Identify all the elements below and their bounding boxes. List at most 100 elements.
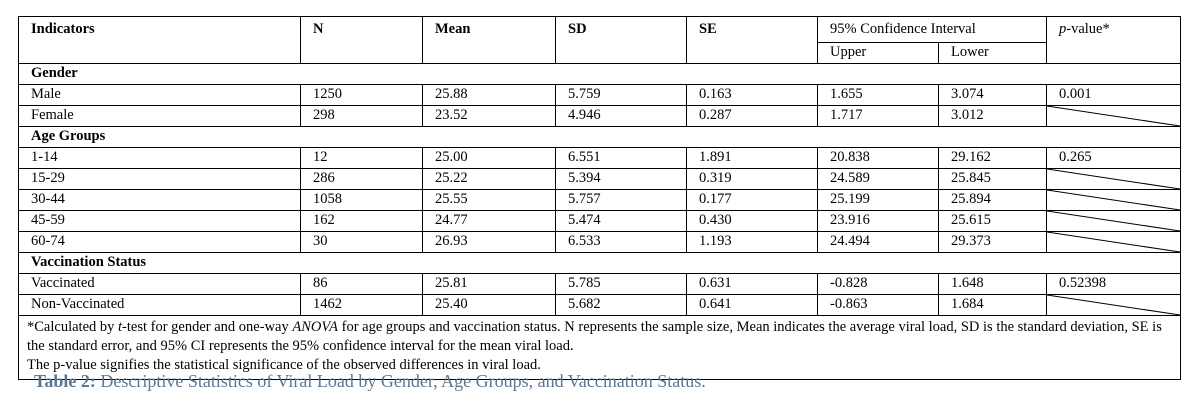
cell-lower: 3.012 xyxy=(937,105,1048,127)
group-row: Gender xyxy=(17,63,1182,85)
group-title: Age Groups xyxy=(17,126,1182,148)
footnote-row: *Calculated by t-test for gender and one… xyxy=(17,315,1182,380)
group-row: Vaccination Status xyxy=(17,252,1182,274)
cell-mean: 25.22 xyxy=(422,168,556,190)
header-indicators: Indicators xyxy=(18,16,301,64)
diagonal-slash xyxy=(1047,106,1180,126)
cell-se: 1.891 xyxy=(686,147,818,169)
cell-se: 0.177 xyxy=(686,189,818,211)
cell-label: Vaccinated xyxy=(18,273,301,295)
cell-sd: 5.474 xyxy=(555,210,687,232)
cell-sd: 6.551 xyxy=(555,147,687,169)
statistics-table: Indicators N Mean SD SE 95% Confidence I… xyxy=(17,16,1182,380)
cell-sd: 5.785 xyxy=(555,273,687,295)
cell-p-value: 0.265 xyxy=(1046,147,1182,169)
header-ci: 95% Confidence Interval xyxy=(816,16,1048,43)
cell-lower: 25.845 xyxy=(937,168,1048,190)
cell-upper: 1.717 xyxy=(817,105,939,127)
cell-label: Female xyxy=(18,105,301,127)
footnote-t: t xyxy=(118,319,123,335)
cell-p-value-empty xyxy=(1046,231,1182,253)
cell-lower: 29.373 xyxy=(937,231,1048,253)
cell-n: 1058 xyxy=(300,189,423,211)
header-lower: Lower xyxy=(937,42,1048,64)
cell-n: 30 xyxy=(300,231,423,253)
cell-sd: 5.759 xyxy=(555,84,687,106)
cell-label: 45-59 xyxy=(18,210,301,232)
header-row: Indicators N Mean SD SE 95% Confidence I… xyxy=(18,16,1182,64)
cell-mean: 23.52 xyxy=(422,105,556,127)
cell-se: 0.319 xyxy=(686,168,818,190)
statistics-table-container: Indicators N Mean SD SE 95% Confidence I… xyxy=(17,16,1182,380)
table-row: Non-Vaccinated 1462 25.40 5.682 0.641 -0.863 1… xyxy=(18,294,1182,316)
diagonal-slash xyxy=(1047,190,1180,210)
cell-mean: 25.00 xyxy=(422,147,556,169)
caption-text: Descriptive Statistics of Viral Load by … xyxy=(95,371,706,391)
cell-mean: 25.88 xyxy=(422,84,556,106)
cell-label: 15-29 xyxy=(18,168,301,190)
table-row: Male 1250 25.88 5.759 0.163 1.655 3.074 0.001 xyxy=(18,84,1182,106)
cell-mean: 25.55 xyxy=(422,189,556,211)
cell-n: 298 xyxy=(300,105,423,127)
cell-n: 1250 xyxy=(300,84,423,106)
cell-sd: 6.533 xyxy=(555,231,687,253)
group-row: Age Groups xyxy=(17,126,1182,148)
cell-mean: 26.93 xyxy=(422,231,556,253)
cell-p-value-empty xyxy=(1046,189,1182,211)
cell-lower: 1.648 xyxy=(937,273,1048,295)
cell-upper: -0.828 xyxy=(817,273,939,295)
footnote-part2: -test for gender and one-way xyxy=(122,319,293,335)
cell-p-value-empty xyxy=(1046,105,1182,127)
cell-n: 286 xyxy=(300,168,423,190)
cell-se: 0.163 xyxy=(686,84,818,106)
header-upper: Upper xyxy=(817,42,939,64)
diagonal-slash xyxy=(1047,295,1180,315)
cell-lower: 29.162 xyxy=(937,147,1048,169)
cell-n: 86 xyxy=(300,273,423,295)
header-n: N xyxy=(300,16,423,64)
caption-label: Table 2: xyxy=(34,371,96,391)
cell-mean: 25.40 xyxy=(422,294,556,316)
cell-se: 0.287 xyxy=(686,105,818,127)
footnote-part1: *Calculated by xyxy=(27,319,119,335)
cell-lower: 1.684 xyxy=(937,294,1048,316)
cell-label: 30-44 xyxy=(18,189,301,211)
cell-label: 1-14 xyxy=(18,147,301,169)
footnote-part3: for age groups and vaccination status. N… xyxy=(27,319,1162,354)
cell-upper: 24.494 xyxy=(817,231,939,253)
cell-upper: 23.916 xyxy=(817,210,939,232)
cell-n: 1462 xyxy=(300,294,423,316)
table-row: Female 298 23.52 4.946 0.287 1.717 3.012 xyxy=(18,105,1182,127)
group-title: Gender xyxy=(17,63,1182,85)
cell-se: 1.193 xyxy=(686,231,818,253)
cell-se: 0.641 xyxy=(686,294,818,316)
cell-n: 12 xyxy=(300,147,423,169)
cell-lower: 3.074 xyxy=(937,84,1048,106)
table-row: 30-44 1058 25.55 5.757 0.177 25.199 25.894 xyxy=(18,189,1182,211)
cell-se: 0.430 xyxy=(686,210,818,232)
diagonal-slash xyxy=(1047,169,1180,189)
cell-upper: 20.838 xyxy=(817,147,939,169)
header-subrow: Upper Lower xyxy=(19,42,1181,64)
header-p-suffix: -value* xyxy=(1066,21,1110,37)
cell-lower: 25.615 xyxy=(937,210,1048,232)
header-mean: Mean xyxy=(422,16,556,64)
table-row: Vaccinated 86 25.81 5.785 0.631 -0.828 1.648 0.… xyxy=(18,273,1182,295)
diagonal-slash xyxy=(1047,211,1180,231)
footnote: *Calculated by t-test for gender and one… xyxy=(17,315,1182,380)
cell-sd: 5.394 xyxy=(555,168,687,190)
header-sd: SD xyxy=(555,16,687,64)
header-p-italic: p xyxy=(1059,21,1067,37)
cell-upper: 24.589 xyxy=(817,168,939,190)
cell-p-value-empty xyxy=(1046,294,1182,316)
cell-mean: 25.81 xyxy=(422,273,556,295)
cell-p-value: 0.52398 xyxy=(1046,273,1182,295)
cell-sd: 5.757 xyxy=(555,189,687,211)
cell-mean: 24.77 xyxy=(422,210,556,232)
header-se: SE xyxy=(686,16,818,64)
table-body: Indicators N Mean SD SE 95% Confidence I… xyxy=(17,16,1182,380)
cell-upper: -0.863 xyxy=(817,294,939,316)
cell-se: 0.631 xyxy=(686,273,818,295)
cell-p-value-empty xyxy=(1046,210,1182,232)
table-row: 45-59 162 24.77 5.474 0.430 23.916 25.615 xyxy=(18,210,1182,232)
